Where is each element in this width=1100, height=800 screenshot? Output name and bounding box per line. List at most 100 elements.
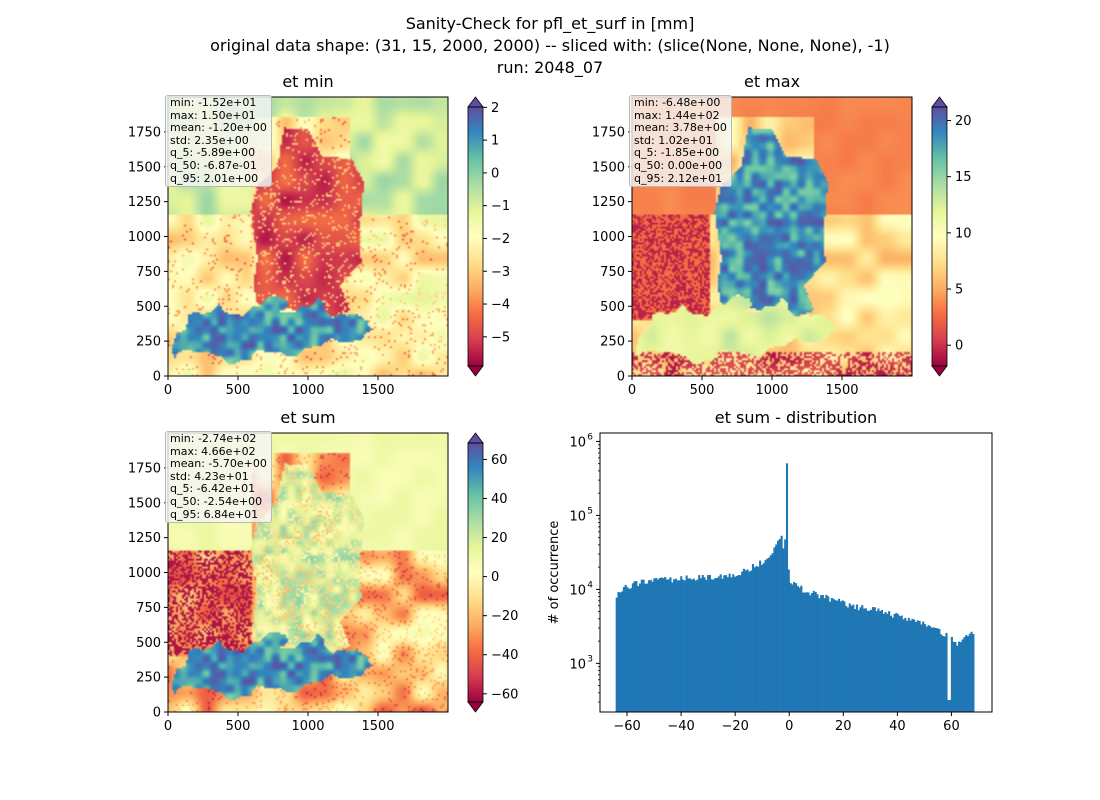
- stat-line: q_50: 0.00e+00: [634, 158, 723, 172]
- histogram-bar: [622, 586, 625, 712]
- histogram-title: et sum - distribution: [714, 408, 878, 427]
- histogram-bar: [802, 592, 805, 712]
- histogram-axes-frame: [599, 432, 993, 713]
- histogram-bar: [698, 575, 701, 712]
- histogram-bar: [721, 578, 724, 712]
- histogram-bar: [778, 539, 781, 712]
- histogram-bar: [830, 598, 833, 712]
- histogram-bar: [633, 581, 636, 712]
- colorbar-tick-label: 0: [491, 166, 499, 181]
- histogram-bar: [897, 614, 900, 712]
- histogram-bar: [875, 611, 878, 712]
- stat-line: q_50: -6.87e-01: [170, 158, 257, 172]
- histogram-bar: [866, 610, 869, 712]
- x-tick-label: 1000: [755, 383, 788, 398]
- x-tick-label: 1500: [361, 383, 394, 398]
- histogram-bar: [805, 592, 808, 712]
- stat-line: mean: -5.70e+00: [170, 457, 267, 471]
- histogram-bar: [651, 581, 654, 712]
- histogram-bar: [922, 621, 925, 712]
- histogram-bar: [667, 579, 670, 712]
- histogram-bar: [870, 609, 873, 712]
- colorbar-tick-label: 10: [955, 226, 972, 241]
- histogram-bar: [726, 577, 729, 712]
- y-tick-label: 250: [136, 671, 161, 686]
- histogram-bar: [932, 627, 936, 712]
- y-tick-label: 750: [136, 265, 161, 280]
- histogram-bar: [746, 569, 749, 712]
- histogram-bar: [640, 579, 643, 712]
- histogram-bar: [630, 588, 633, 712]
- y-tick-exponent: 4: [587, 580, 593, 590]
- histogram-bar: [956, 645, 959, 712]
- colorbar-tick-label: 1: [491, 134, 499, 149]
- histogram-bar: [913, 619, 916, 712]
- histogram-bar: [886, 613, 889, 712]
- histogram-bar: [696, 579, 699, 712]
- histogram-bar: [728, 573, 731, 712]
- histogram-bar: [662, 578, 665, 712]
- et-min-colorbar-frame: [467, 106, 484, 367]
- histogram-bar: [915, 622, 918, 712]
- stat-line: q_5: -5.89e+00: [170, 146, 256, 160]
- stat-line: std: 1.02e+01: [634, 133, 713, 147]
- histogram-bar: [823, 598, 826, 712]
- histogram-bar: [658, 578, 661, 712]
- histogram-bar: [671, 582, 674, 712]
- colorbar-tick-label: −20: [491, 609, 518, 624]
- histogram-bar: [923, 624, 927, 712]
- histogram-bar: [884, 612, 887, 712]
- histogram-bar: [947, 699, 950, 712]
- histogram-bar: [626, 587, 629, 712]
- histogram-bar: [617, 592, 620, 712]
- x-tick-label: 500: [226, 383, 251, 398]
- histogram-bar: [716, 578, 719, 712]
- histogram-bar: [674, 578, 677, 712]
- histogram-bar: [954, 641, 957, 712]
- histogram-bar: [879, 611, 882, 712]
- histogram-bar: [854, 609, 857, 712]
- x-tick-label: 0: [164, 719, 172, 734]
- y-tick-label: 10: [569, 435, 586, 450]
- histogram-bar: [807, 592, 810, 712]
- histogram-bar: [635, 581, 638, 712]
- histogram-bar: [730, 577, 733, 712]
- histogram-bar: [839, 601, 842, 712]
- stat-line: q_5: -1.85e+00: [634, 146, 720, 160]
- histogram-bar: [737, 575, 740, 712]
- colorbar-tick-label: −4: [491, 298, 510, 313]
- histogram-bar: [748, 571, 751, 712]
- colorbar-tick-label: 40: [491, 492, 508, 507]
- stat-line: q_95: 2.01e+00: [170, 171, 259, 185]
- y-tick-label: 10: [569, 583, 586, 598]
- histogram-bar: [744, 570, 747, 712]
- histogram-bar: [768, 557, 771, 712]
- histogram-bar: [893, 614, 896, 712]
- x-tick-label: 1000: [291, 719, 324, 734]
- histogram-bars: [615, 463, 975, 712]
- histogram-bar: [653, 578, 656, 712]
- histogram-bar: [739, 575, 742, 712]
- histogram-ylabel: # of occurrence: [547, 521, 562, 625]
- figure-title-line-1: Sanity-Check for pfl_et_surf in [mm]: [405, 14, 695, 33]
- histogram-bar: [615, 597, 618, 712]
- histogram-bar: [710, 579, 713, 712]
- et-min-colorbar-extend-max: [467, 96, 484, 108]
- histogram-bar: [809, 595, 812, 712]
- colorbar-tick-label: −1: [491, 199, 510, 214]
- histogram-bar: [784, 539, 787, 712]
- histogram-bar: [678, 580, 681, 712]
- y-tick-label: 500: [136, 636, 161, 651]
- histogram-bar: [741, 571, 744, 712]
- stat-line: max: 1.50e+01: [170, 108, 256, 122]
- histogram-bar: [680, 576, 683, 712]
- y-tick-label: 1500: [592, 160, 625, 175]
- histogram-bar: [764, 560, 767, 712]
- histogram-bar: [850, 605, 853, 712]
- histogram-bar: [638, 583, 642, 712]
- histogram-bar: [848, 603, 851, 712]
- histogram-bar: [845, 605, 848, 712]
- histogram-bar: [803, 592, 806, 712]
- histogram-bar: [780, 535, 783, 712]
- y-tick-label: 1750: [128, 125, 161, 140]
